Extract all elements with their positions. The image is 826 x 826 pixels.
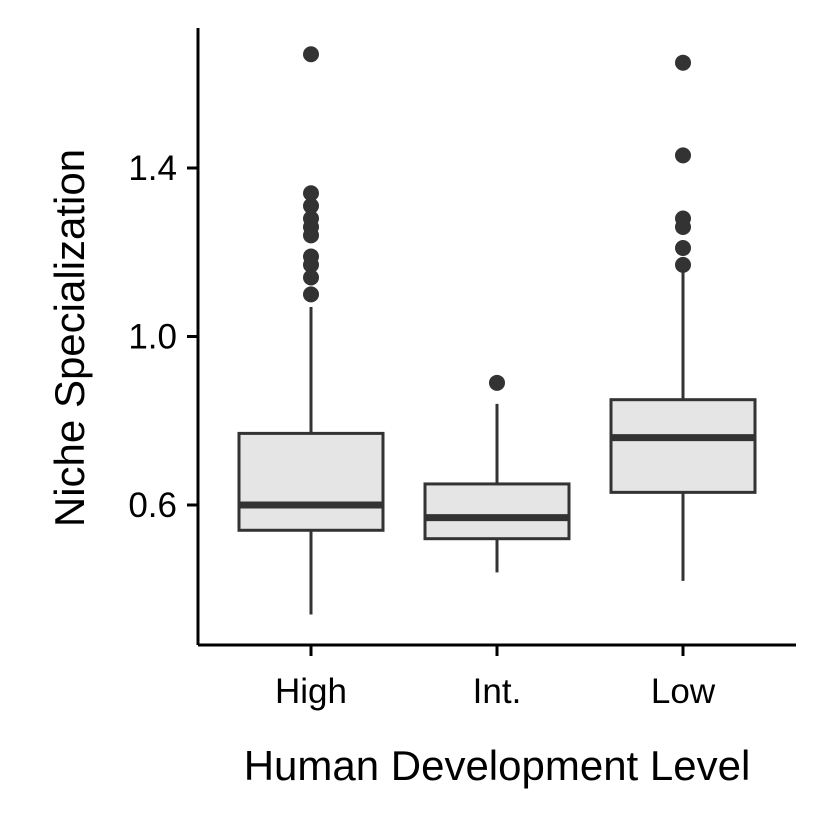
box-group-int [423, 374, 571, 573]
outlier-point [303, 256, 319, 273]
box-group-low [609, 54, 757, 581]
y-tick-label: 1.0 [128, 318, 177, 357]
ticks: High Int. Low 0.6 1.0 1.4 [128, 149, 715, 711]
y-tick-label: 1.4 [128, 149, 177, 188]
iqr-box [609, 398, 757, 494]
outlier-point [675, 256, 691, 273]
plot-area [237, 46, 757, 615]
outlier-point [675, 240, 691, 257]
outlier-point [303, 227, 319, 244]
y-axis-title: Niche Specialization [46, 149, 93, 527]
outlier-point [675, 218, 691, 235]
x-axis-title: Human Development Level [244, 742, 751, 789]
outlier-point [675, 54, 691, 71]
outlier-point [303, 286, 319, 303]
x-tick-label: Int. [473, 672, 522, 711]
outlier-point [303, 185, 319, 202]
outlier-point [489, 374, 505, 391]
outlier-point [303, 46, 319, 63]
outlier-point [675, 147, 691, 164]
outlier-point [303, 269, 319, 286]
y-tick-label: 0.6 [128, 486, 177, 525]
iqr-box [423, 482, 571, 541]
outlier-point [303, 197, 319, 214]
x-tick-label: Low [651, 672, 716, 711]
box-group-high [237, 46, 385, 615]
x-tick-label: High [275, 672, 347, 711]
iqr-box [237, 431, 385, 532]
